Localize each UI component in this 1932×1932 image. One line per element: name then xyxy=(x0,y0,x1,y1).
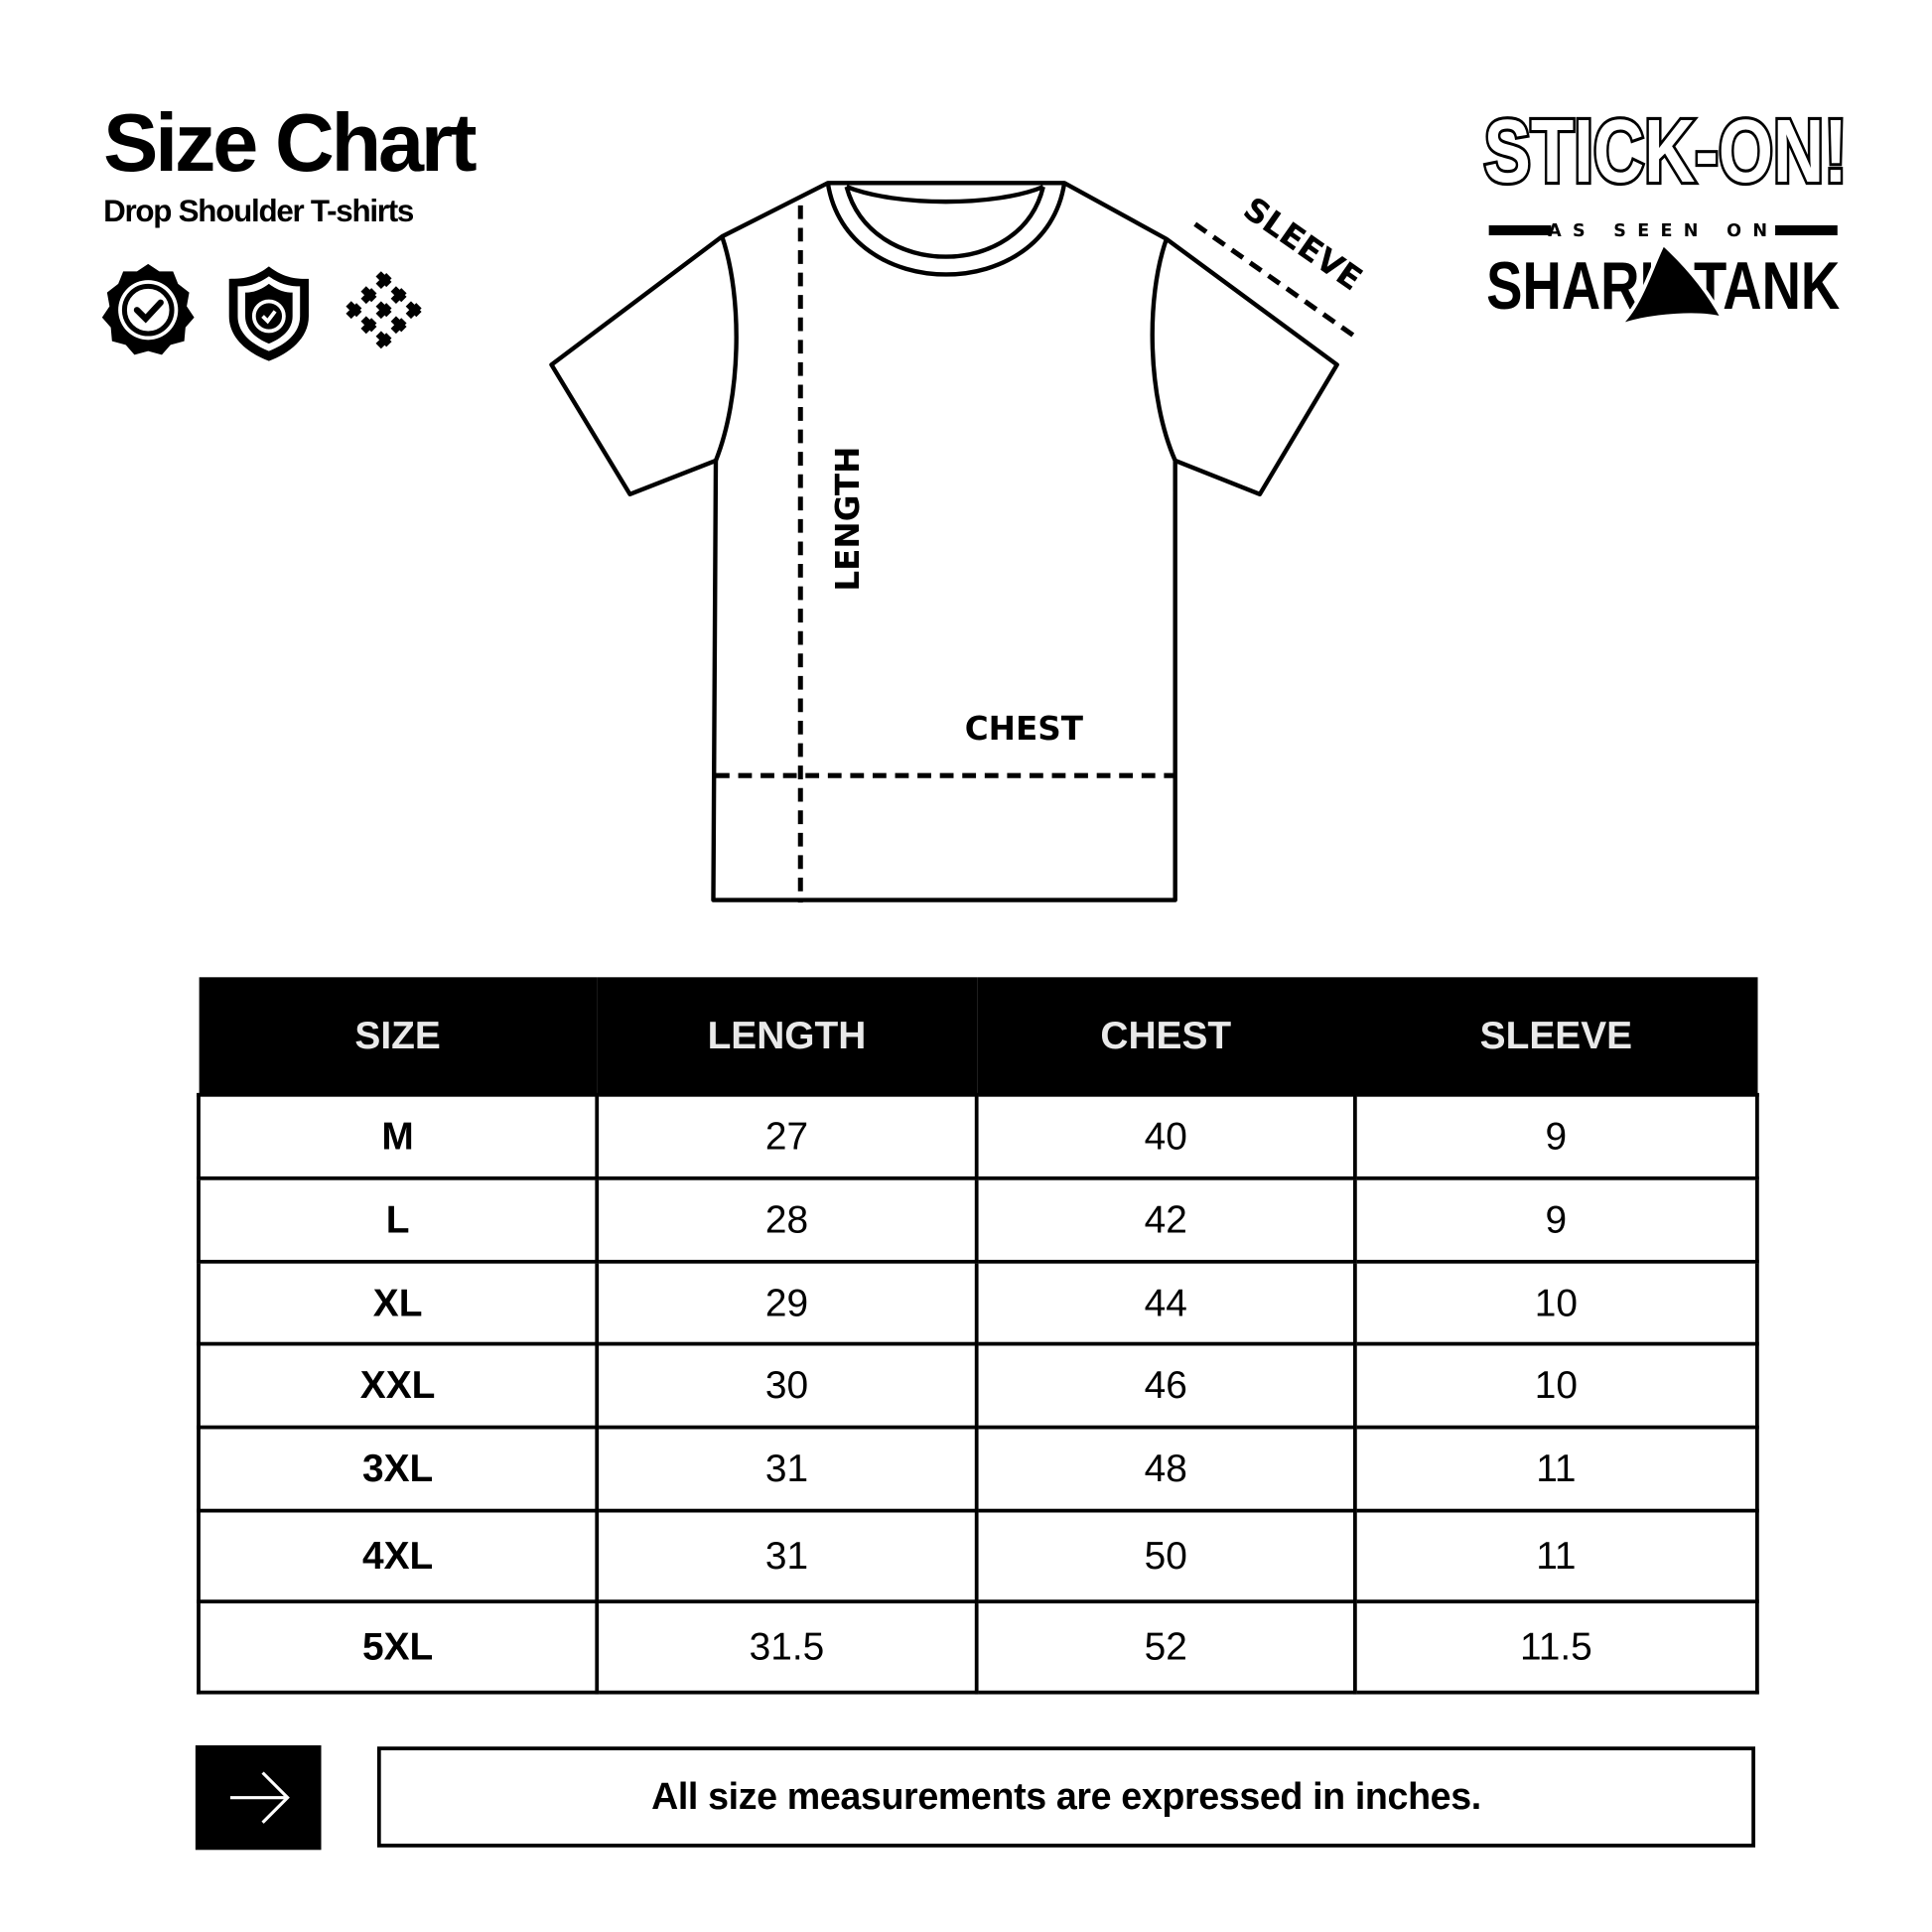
header-size: SIZE xyxy=(198,977,598,1095)
length-cell: 29 xyxy=(595,1259,979,1346)
chest-cell: 42 xyxy=(974,1175,1357,1264)
table-row: L 28 42 9 xyxy=(197,1175,1759,1264)
arrow-right-icon xyxy=(229,1771,290,1824)
table-row: 3XL 31 48 11 xyxy=(197,1425,1759,1513)
table-row: XL 29 44 10 xyxy=(197,1259,1759,1346)
size-cell: L xyxy=(197,1175,600,1264)
collar-inner xyxy=(844,186,1045,259)
chest-cell: 52 xyxy=(974,1599,1357,1695)
sleeve-cell: 11 xyxy=(1352,1508,1759,1604)
table-row: 5XL 31.5 52 11.5 xyxy=(197,1599,1759,1695)
length-cell: 28 xyxy=(595,1175,979,1264)
brand-logo: STICK-ON! AS SEEN ON SHARK TANK xyxy=(1479,82,1853,332)
arrow-box xyxy=(195,1744,322,1851)
page-subtitle: Drop Shoulder T-shirts xyxy=(103,194,414,229)
sleeve-label: SLEEVE xyxy=(1237,190,1369,298)
tshirt-diagram: LENGTH CHEST SLEEVE xyxy=(549,181,1369,903)
length-cell: 27 xyxy=(595,1092,979,1180)
size-cell: 3XL xyxy=(197,1425,600,1513)
shark-fin-icon xyxy=(1616,240,1727,329)
sleeve-cell: 11.5 xyxy=(1352,1599,1759,1695)
length-cell: 30 xyxy=(595,1341,979,1430)
length-cell: 31.5 xyxy=(595,1599,979,1695)
woven-fabric-icon xyxy=(345,268,426,349)
header-length: LENGTH xyxy=(597,977,977,1095)
page-title: Size Chart xyxy=(103,95,477,189)
table-row: 4XL 31 50 11 xyxy=(197,1508,1759,1604)
sleeve-cell: 10 xyxy=(1352,1341,1759,1430)
size-cell: XXL xyxy=(197,1341,600,1430)
logo-tagline: AS SEEN ON xyxy=(1548,221,1778,241)
measurement-note: All size measurements are expressed in i… xyxy=(376,1746,1755,1848)
collar-back xyxy=(845,185,1044,205)
sleeve-cell: 9 xyxy=(1352,1175,1759,1264)
chest-cell: 46 xyxy=(974,1341,1357,1430)
size-cell: XL xyxy=(197,1259,600,1346)
length-cell: 31 xyxy=(595,1425,979,1513)
chest-cell: 50 xyxy=(974,1508,1357,1604)
table-row: M 27 40 9 xyxy=(197,1092,1759,1180)
collar-outer xyxy=(825,182,1067,277)
chest-cell: 44 xyxy=(974,1259,1357,1346)
sleeve-cell: 11 xyxy=(1352,1425,1759,1513)
size-table: SIZE LENGTH CHEST SLEEVE M 27 40 9 L 28 42 9 XL 2… xyxy=(197,977,1759,1695)
length-cell: 31 xyxy=(595,1508,979,1604)
header-chest: CHEST xyxy=(976,977,1355,1095)
shield-refresh-icon xyxy=(228,266,309,361)
sleeve-seam-left xyxy=(713,235,739,462)
size-cell: 4XL xyxy=(197,1508,600,1604)
verified-badge-icon xyxy=(101,263,195,355)
table-row: XXL 30 46 10 xyxy=(197,1341,1759,1430)
chest-cell: 40 xyxy=(974,1092,1357,1180)
logo-stick-on: STICK-ON! xyxy=(1484,101,1848,202)
sleeve-dashed-line xyxy=(1193,221,1356,339)
badge-icons xyxy=(101,263,426,361)
sleeve-cell: 10 xyxy=(1352,1259,1759,1346)
table-header-row: SIZE LENGTH CHEST SLEEVE xyxy=(198,977,1757,1095)
chest-label: CHEST xyxy=(965,710,1084,748)
sleeve-cell: 9 xyxy=(1352,1092,1759,1180)
sleeve-seam-right xyxy=(1150,238,1177,462)
tshirt-outline xyxy=(549,181,1339,902)
size-cell: 5XL xyxy=(197,1599,600,1695)
length-label: LENGTH xyxy=(829,447,867,592)
chest-cell: 48 xyxy=(974,1425,1357,1513)
header-sleeve: SLEEVE xyxy=(1354,977,1757,1095)
size-cell: M xyxy=(197,1092,600,1180)
